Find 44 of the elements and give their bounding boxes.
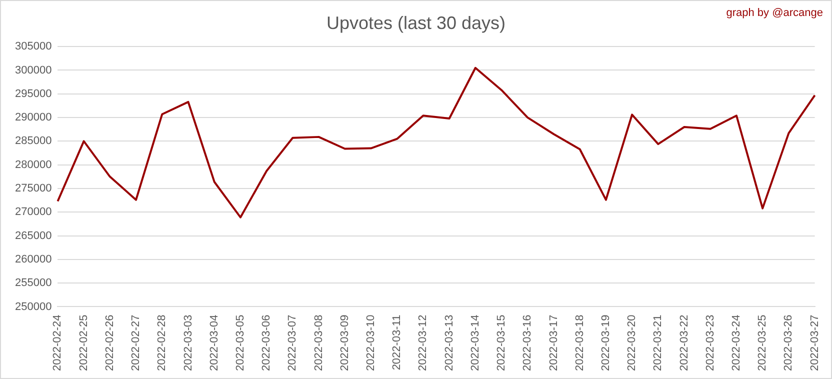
x-tick-label: 2022-03-27: [808, 314, 821, 372]
x-tick-label: 2022-03-10: [365, 314, 378, 372]
y-tick-label: 260000: [14, 253, 52, 266]
x-tick-label: 2022-02-24: [52, 314, 64, 372]
text: graph by @arcange: [726, 7, 823, 19]
chart-title: Upvotes (last 30 days): [326, 12, 506, 33]
x-tick-label: 2022-02-28: [156, 314, 168, 372]
x-tick-label: 2022-03-20: [626, 314, 638, 372]
y-tick-label: 300000: [14, 64, 52, 76]
x-tick-label: 2022-03-16: [522, 314, 534, 372]
x-tick-label: 2022-03-06: [260, 314, 273, 372]
x-tick-label: 2022-03-11: [391, 314, 404, 370]
x-tick-label: 2022-03-05: [234, 314, 246, 372]
x-tick-label: 2022-02-26: [104, 314, 116, 372]
x-tick-label: 2022-02-25: [78, 314, 90, 372]
x-tick-label: 2022-03-12: [417, 314, 430, 372]
x-tick-label: 2022-03-15: [496, 314, 508, 372]
x-tick-label: 2022-03-18: [574, 314, 586, 372]
y-tick-label: 250000: [14, 300, 52, 313]
x-tick-label: 2022-03-24: [730, 314, 743, 372]
x-tick-label: 2022-03-17: [548, 314, 560, 372]
x-tick-label: 2022-02-27: [130, 314, 142, 372]
x-tick-label: 2022-03-04: [208, 314, 220, 372]
x-tick-label: 2022-03-19: [600, 314, 612, 372]
y-tick-label: 295000: [14, 88, 52, 100]
y-tick-label: 255000: [14, 277, 52, 290]
y-tick-label: 285000: [14, 135, 52, 148]
x-tick-label: 2022-03-03: [182, 314, 194, 372]
x-tick-label: 2022-03-21: [652, 314, 664, 372]
x-tick-label: 2022-03-08: [312, 314, 325, 372]
x-tick-label: 2022-03-09: [338, 314, 351, 372]
x-tick-label: 2022-03-22: [678, 314, 690, 372]
y-tick-label: 280000: [14, 158, 52, 171]
x-tick-label: 2022-03-26: [782, 314, 795, 372]
y-tick-label: 265000: [14, 230, 52, 242]
y-tick-label: 275000: [14, 182, 52, 195]
x-tick-label: 2022-03-13: [443, 314, 456, 372]
x-tick-label: 2022-03-07: [286, 314, 299, 372]
x-tick-label: 2022-03-25: [756, 314, 769, 372]
x-tick-label: 2022-03-14: [469, 314, 482, 372]
x-tick-label: 2022-03-23: [704, 314, 716, 372]
y-tick-label: 305000: [14, 40, 52, 53]
y-tick-label: 290000: [14, 112, 52, 124]
y-tick-label: 270000: [14, 206, 52, 218]
